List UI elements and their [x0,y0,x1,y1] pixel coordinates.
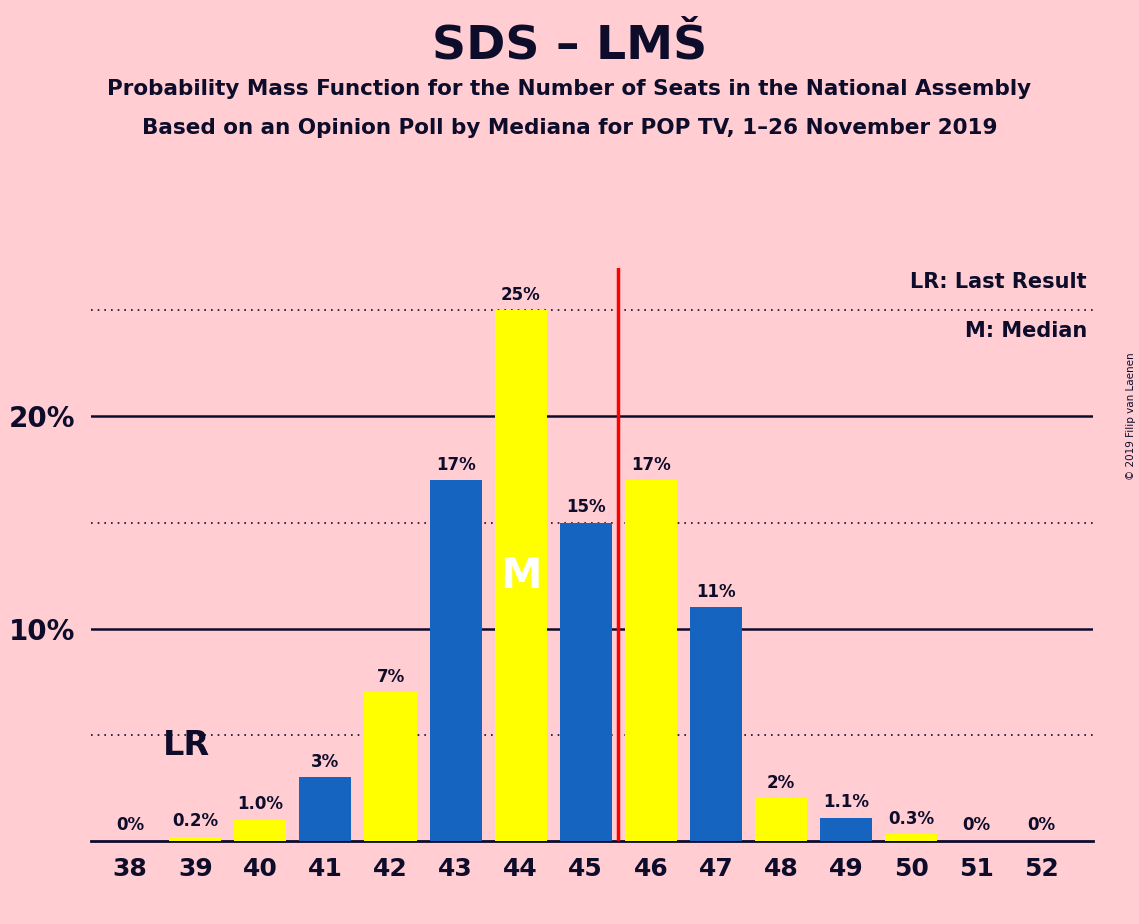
Bar [559,523,612,841]
Bar [625,480,677,841]
Text: 1.0%: 1.0% [237,796,284,813]
Bar [885,834,937,841]
Text: LR: Last Result: LR: Last Result [910,273,1087,292]
Text: 1.1%: 1.1% [823,793,869,811]
Bar [820,818,872,841]
Bar [170,836,221,841]
Text: 7%: 7% [376,668,404,686]
Text: Based on an Opinion Poll by Mediana for POP TV, 1–26 November 2019: Based on an Opinion Poll by Mediana for … [141,118,998,139]
Text: 17%: 17% [631,456,671,474]
Text: 0%: 0% [116,817,145,834]
Bar [690,607,741,841]
Bar [494,310,547,841]
Bar [364,692,417,841]
Bar [235,820,286,841]
Text: 0%: 0% [1027,817,1056,834]
Text: Probability Mass Function for the Number of Seats in the National Assembly: Probability Mass Function for the Number… [107,79,1032,99]
Text: 0.2%: 0.2% [172,812,219,831]
Bar [300,777,352,841]
Text: 17%: 17% [436,456,475,474]
Text: © 2019 Filip van Laenen: © 2019 Filip van Laenen [1126,352,1136,480]
Text: LR: LR [163,729,210,762]
Text: M: Median: M: Median [965,321,1087,341]
Bar [429,480,482,841]
Text: M: M [500,554,541,597]
Text: 11%: 11% [696,583,736,602]
Text: 0%: 0% [962,817,990,834]
Text: SDS – LMŠ: SDS – LMŠ [432,23,707,68]
Text: 3%: 3% [311,753,339,771]
Bar [755,798,808,841]
Text: 25%: 25% [501,286,541,304]
Text: 2%: 2% [767,774,795,792]
Text: 15%: 15% [566,498,606,517]
Text: 0.3%: 0.3% [888,810,934,828]
